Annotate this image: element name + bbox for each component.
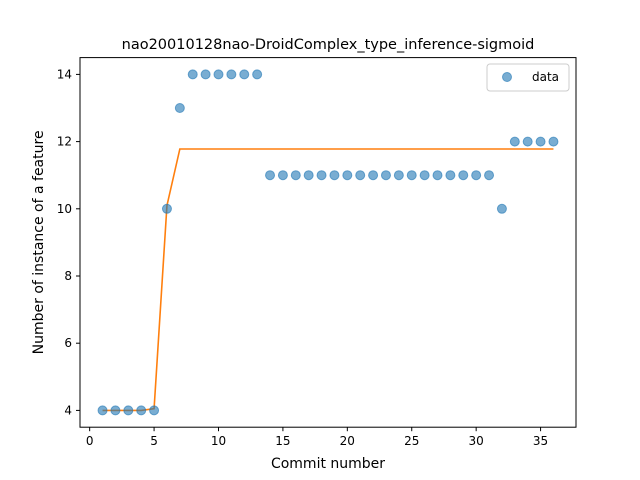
data-point xyxy=(200,69,211,80)
data-point xyxy=(226,69,237,80)
data-point xyxy=(342,170,353,181)
data-point xyxy=(239,69,250,80)
x-tick-label: 25 xyxy=(404,434,419,448)
data-point xyxy=(187,69,198,80)
x-tick-label: 35 xyxy=(533,434,548,448)
x-tick-label: 15 xyxy=(275,434,290,448)
chart-title: nao20010128nao-DroidComplex_type_inferen… xyxy=(122,37,535,53)
x-tick-label: 5 xyxy=(150,434,158,448)
axis-ticks: 0 5 10 15 20 25 30 35 4 6 8 10 12 14 xyxy=(57,67,548,448)
data-point xyxy=(316,170,327,181)
data-point xyxy=(277,170,288,181)
data-point xyxy=(419,170,430,181)
y-tick-label: 14 xyxy=(57,67,72,81)
x-tick-label: 20 xyxy=(340,434,355,448)
fit-line xyxy=(102,148,554,412)
legend-label-data: data xyxy=(532,70,559,84)
data-point xyxy=(368,170,379,181)
data-point xyxy=(110,405,121,416)
data-point xyxy=(265,170,276,181)
data-point xyxy=(149,405,160,416)
data-point xyxy=(548,136,559,147)
x-tick-label: 0 xyxy=(86,434,94,448)
data-point xyxy=(355,170,366,181)
data-point xyxy=(380,170,391,181)
data-point xyxy=(393,170,404,181)
y-tick-label: 12 xyxy=(57,135,72,149)
data-point xyxy=(522,136,533,147)
data-point xyxy=(303,170,314,181)
y-tick-label: 10 xyxy=(57,202,72,216)
data-point xyxy=(406,170,417,181)
data-point xyxy=(161,203,172,214)
legend-marker-data xyxy=(502,72,512,82)
legend-box xyxy=(486,63,570,92)
x-axis-label: Commit number xyxy=(271,456,385,472)
data-point xyxy=(509,136,520,147)
legend: data xyxy=(486,63,570,92)
data-point xyxy=(484,170,495,181)
data-point xyxy=(535,136,546,147)
data-point xyxy=(471,170,482,181)
data-point xyxy=(213,69,224,80)
data-point xyxy=(290,170,301,181)
y-tick-label: 4 xyxy=(64,403,72,417)
y-tick-label: 6 xyxy=(64,336,72,350)
x-tick-label: 10 xyxy=(211,434,226,448)
plot-frame xyxy=(79,57,577,428)
plot-area xyxy=(97,69,559,416)
data-point xyxy=(329,170,340,181)
x-tick-label: 30 xyxy=(469,434,484,448)
data-point xyxy=(432,170,443,181)
data-point xyxy=(97,405,108,416)
data-point xyxy=(136,405,147,416)
y-axis-label: Number of instance of a feature xyxy=(31,130,47,354)
data-point xyxy=(445,170,456,181)
data-point xyxy=(123,405,134,416)
data-point xyxy=(174,103,185,113)
data-point xyxy=(252,69,263,80)
data-point xyxy=(496,203,507,214)
data-point xyxy=(458,170,469,181)
y-tick-label: 8 xyxy=(64,269,72,283)
